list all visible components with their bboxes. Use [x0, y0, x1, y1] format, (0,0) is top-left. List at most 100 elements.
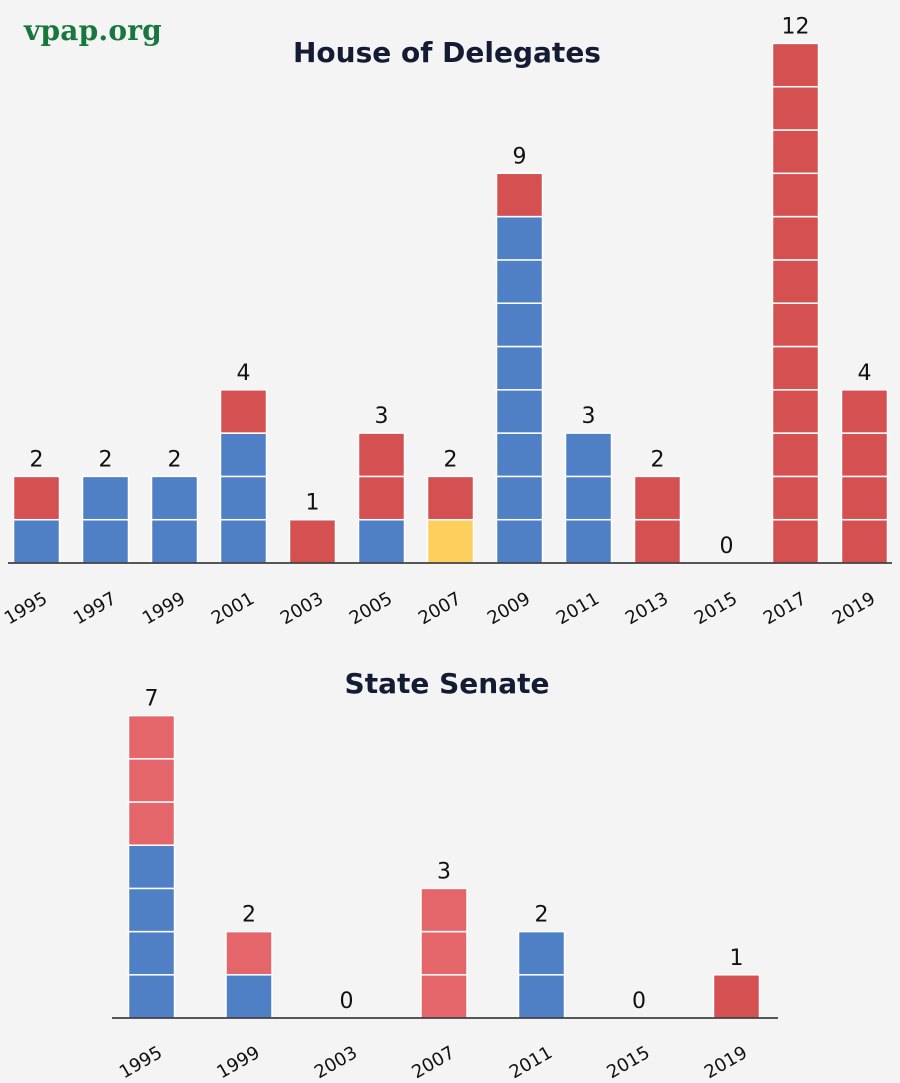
- chart-1-bar-2011-blue-segment: [517, 974, 566, 1019]
- chart-0-tick-label-2007: 2007: [415, 588, 465, 629]
- chart-1-bar-2007-red-segment: [420, 887, 468, 933]
- chart-0-bar-2017-red-segment: [771, 42, 820, 88]
- vpap-logo[interactable]: vpap.org: [24, 14, 162, 47]
- chart-0-tick-label-2015: 2015: [691, 588, 741, 629]
- chart-0-bar-2001-blue-segment: [219, 518, 268, 564]
- chart-0-bar-2017-red-segment: [771, 302, 820, 348]
- chart-0-tick-label-2017: 2017: [760, 588, 810, 629]
- chart-0-value-label-2013: 2: [651, 447, 665, 472]
- chart-0-tick-label-2003: 2003: [277, 588, 327, 629]
- chart-0-bar-2009-blue-segment: [495, 432, 544, 478]
- chart-1-bar-1995-red-segment: [127, 714, 176, 760]
- chart-0-tick-label-1999: 1999: [139, 588, 189, 629]
- chart-1-bar-1995-blue-segment: [127, 844, 176, 890]
- chart-0-value-label-2003: 1: [306, 491, 320, 516]
- chart-0-bar-2017-red-segment: [771, 259, 820, 304]
- chart-1-bar-2007-red-segment: [420, 930, 468, 976]
- chart-0-bar-2009-blue-segment: [495, 259, 544, 304]
- chart-0-bar-2019-red-segment: [840, 475, 889, 521]
- chart-0-bar-2005-red-segment: [357, 432, 406, 478]
- chart-0-bar-2005-blue-segment: [357, 518, 406, 564]
- chart-0-bar-2019-red-segment: [840, 432, 889, 478]
- chart-0-tick-label-2013: 2013: [622, 588, 672, 629]
- chart-0-bar-2013-red-segment: [633, 518, 682, 564]
- chart-0-bar-2017-red-segment: [771, 432, 820, 478]
- chart-1-title: State Senate: [345, 667, 550, 700]
- chart-1-value-label-2019: 1: [730, 946, 744, 971]
- chart-0-bar-2017-red-segment: [771, 475, 820, 521]
- chart-0-bar-2017-red-segment: [771, 215, 820, 261]
- chart-1-value-label-1995: 7: [145, 687, 159, 712]
- chart-0-bar-2007-yellow-segment: [426, 518, 475, 564]
- chart-1-tick-label-2007: 2007: [408, 1042, 458, 1083]
- chart-0-value-label-1999: 2: [168, 447, 182, 472]
- chart-0-value-label-2007: 2: [444, 447, 458, 472]
- chart-0-bar-2001-red-segment: [219, 389, 268, 434]
- chart-0-bar-2017-red-segment: [771, 85, 820, 131]
- chart-0-bar-2009-red-segment: [495, 172, 544, 218]
- chart-0-bar-2003-red-segment: [288, 518, 337, 564]
- chart-0-bar-2017-red-segment: [771, 129, 820, 175]
- chart-1-value-label-1999: 2: [242, 903, 256, 928]
- chart-0-tick-label-2019: 2019: [829, 588, 879, 629]
- chart-1-tick-label-2015: 2015: [603, 1042, 653, 1083]
- chart-1-value-label-2011: 2: [535, 903, 549, 928]
- chart-0-bar-2013-red-segment: [633, 475, 682, 521]
- chart-0-bar-2017-red-segment: [771, 172, 820, 218]
- chart-0-bar-2017-red-segment: [771, 345, 820, 391]
- chart-1-bar-1999-red-segment: [225, 930, 273, 976]
- chart-0-bar-2017-red-segment: [771, 518, 820, 564]
- chart-0-bar-2011-blue-segment: [564, 432, 613, 478]
- chart-0-bar-2009-blue-segment: [495, 215, 544, 261]
- chart-1-bar-2011-blue-segment: [517, 930, 566, 976]
- chart-0-value-label-2015: 0: [720, 534, 734, 559]
- chart-0-bar-1997-blue-segment: [81, 475, 130, 521]
- chart-1-tick-label-2003: 2003: [311, 1042, 361, 1083]
- chart-1-bar-1995-blue-segment: [127, 887, 176, 933]
- chart-0-value-label-1995: 2: [30, 447, 44, 472]
- chart-0-bar-2009-blue-segment: [495, 389, 544, 434]
- chart-0-bar-1999-blue-segment: [150, 518, 199, 564]
- chart-0-bar-1997-blue-segment: [81, 518, 130, 564]
- chart-0-bar-2001-blue-segment: [219, 432, 268, 478]
- chart-0-tick-label-2011: 2011: [553, 588, 603, 629]
- chart-0-value-label-2011: 3: [582, 404, 596, 429]
- chart-0-bar-2019-red-segment: [840, 518, 889, 564]
- chart-0-value-label-2019: 4: [858, 361, 872, 386]
- chart-0-bar-2009-blue-segment: [495, 345, 544, 391]
- chart-0-bar-2007-red-segment: [426, 475, 475, 521]
- chart-0-bar-2011-blue-segment: [564, 475, 613, 521]
- chart-0-value-label-2017: 12: [782, 14, 810, 39]
- chart-0-value-label-1997: 2: [99, 447, 113, 472]
- chart-0-bar-2011-blue-segment: [564, 518, 613, 564]
- chart-0-value-label-2001: 4: [237, 361, 251, 386]
- chart-0-value-label-2005: 3: [375, 404, 389, 429]
- chart-0-bar-2005-red-segment: [357, 475, 406, 521]
- chart-0-bar-2009-blue-segment: [495, 475, 544, 521]
- chart-0-bar-1995-red-segment: [12, 475, 61, 521]
- chart-0-bar-2019-red-segment: [840, 389, 889, 434]
- chart-1-tick-label-1995: 1995: [116, 1042, 166, 1083]
- chart-1-tick-label-1999: 1999: [213, 1042, 263, 1083]
- chart-1-tick-label-2019: 2019: [701, 1042, 751, 1083]
- chart-1-value-label-2015: 0: [632, 989, 646, 1014]
- chart-1-bar-1995-red-segment: [127, 801, 176, 846]
- chart-0-tick-label-1995: 1995: [1, 588, 51, 629]
- chart-1-bar-2019-red-dark-segment: [712, 974, 761, 1019]
- chart-1-value-label-2003: 0: [340, 989, 354, 1014]
- chart-0-bar-2017-red-segment: [771, 389, 820, 434]
- chart-0-value-label-2009: 9: [513, 144, 527, 169]
- chart-0-tick-label-2001: 2001: [208, 588, 258, 629]
- chart-1-bar-2007-red-segment: [420, 974, 468, 1019]
- chart-0-title: House of Delegates: [293, 36, 601, 69]
- chart-0-bar-2009-blue-segment: [495, 518, 544, 564]
- chart-0-bar-1999-blue-segment: [150, 475, 199, 521]
- chart-0-tick-label-1997: 1997: [70, 588, 120, 629]
- chart-1-value-label-2007: 3: [437, 859, 451, 884]
- chart-1-bar-1999-blue-segment: [225, 974, 273, 1019]
- chart-0-bar-2001-blue-segment: [219, 475, 268, 521]
- chart-1-tick-label-2011: 2011: [506, 1042, 556, 1083]
- chart-0-bar-1995-blue-segment: [12, 518, 61, 564]
